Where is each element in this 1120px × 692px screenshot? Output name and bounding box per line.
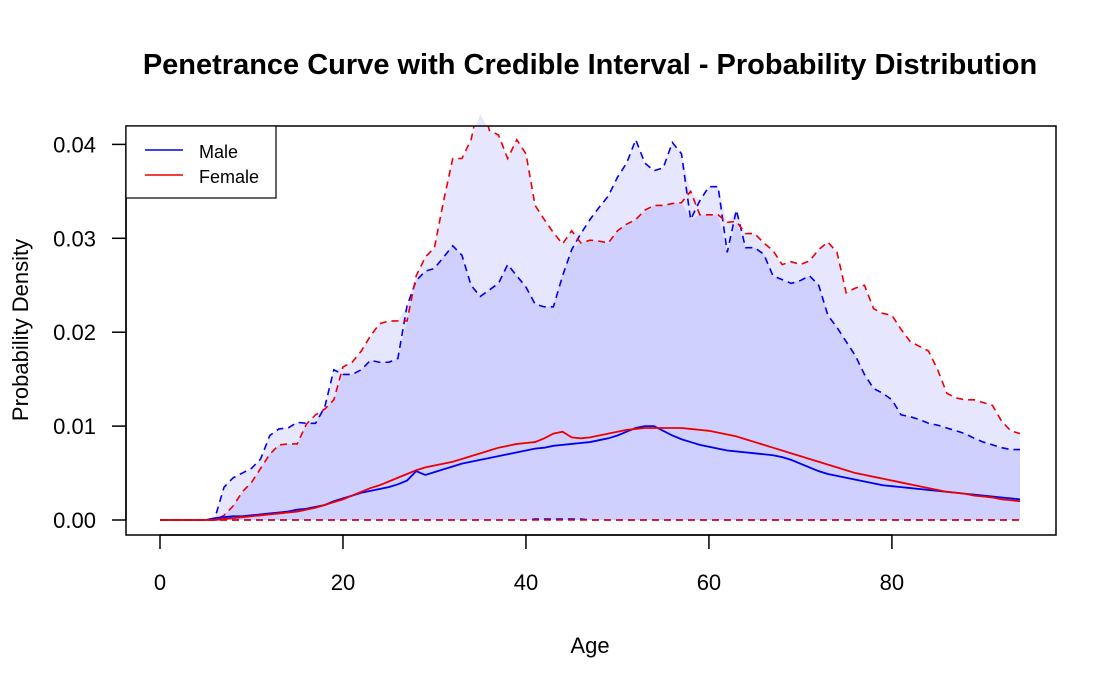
y-axis-label: Probability Density: [8, 239, 33, 421]
credible-interval-bands: [160, 114, 1020, 520]
band-overlap: [160, 202, 1020, 520]
legend: Male Female: [125, 125, 277, 199]
x-tick-label: 60: [697, 570, 721, 595]
x-axis-label: Age: [570, 633, 609, 658]
y-tick-label: 0.01: [53, 414, 96, 439]
x-tick-label: 80: [880, 570, 904, 595]
series-lines: [160, 126, 1021, 521]
x-tick-label: 40: [514, 570, 538, 595]
y-tick-label: 0.02: [53, 320, 96, 345]
y-tick-label: 0.00: [53, 508, 96, 533]
y-tick-label: 0.04: [53, 132, 96, 157]
male-upper-line: [160, 137, 1020, 521]
legend-box: [125, 125, 277, 199]
y-axis: 0.00 0.01 0.02 0.03 0.04: [53, 132, 127, 533]
legend-female-label: Female: [199, 167, 259, 187]
female-upper-line: [160, 126, 1021, 521]
chart-title: Penetrance Curve with Credible Interval …: [143, 49, 1037, 81]
y-tick-label: 0.03: [53, 226, 96, 251]
x-tick-label: 20: [331, 570, 355, 595]
x-axis: 0 20 40 60 80: [154, 534, 904, 595]
male-mean-line: [160, 425, 1021, 521]
female-mean-line: [160, 427, 1021, 521]
x-tick-label: 0: [154, 570, 166, 595]
legend-male-label: Male: [199, 142, 238, 162]
